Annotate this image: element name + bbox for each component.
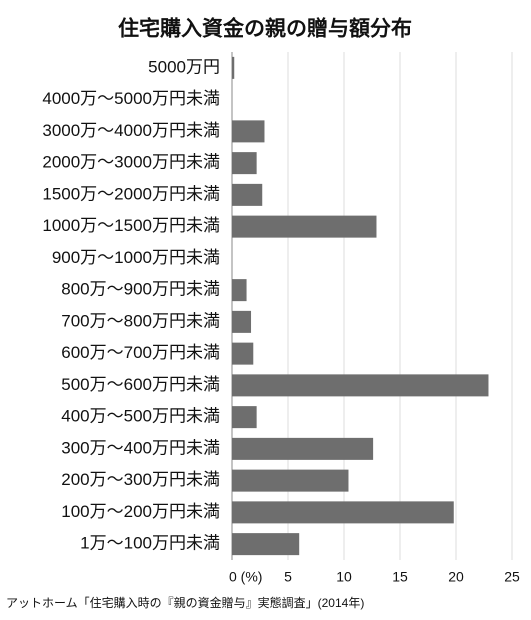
y-tick-label: 900万～1000万円未満 (52, 248, 220, 267)
bar (232, 374, 489, 397)
x-tick-label: 10 (336, 569, 352, 585)
x-tick-label: 15 (392, 569, 408, 585)
bar (232, 215, 377, 238)
bar (232, 437, 374, 460)
bar (232, 533, 300, 556)
bar (232, 56, 235, 79)
y-tick-label: 100万～200万円未満 (61, 502, 220, 521)
y-tick-label: 200万～300万円未満 (61, 470, 220, 489)
y-tick-label: 1500万～2000万円未満 (42, 184, 220, 203)
bar (232, 469, 349, 492)
x-tick-label: 20 (448, 569, 464, 585)
y-tick-label: 500万～600万円未満 (61, 375, 220, 394)
x-tick-label: 5 (284, 569, 292, 585)
y-tick-label: 2000万～3000万円未満 (42, 153, 220, 172)
y-tick-label: 300万～400万円未満 (61, 438, 220, 457)
y-tick-label: 400万～500万円未満 (61, 407, 220, 426)
y-tick-label: 700万～800万円未満 (61, 311, 220, 330)
bar (232, 501, 454, 524)
y-tick-label: 1000万～1500万円未満 (42, 216, 220, 235)
bar (232, 183, 263, 206)
y-tick-label: 1万～100万円未満 (80, 534, 220, 553)
y-tick-label: 800万～900万円未満 (61, 280, 220, 299)
bar (232, 152, 257, 175)
x-tick-label: 0 (%) (229, 569, 262, 585)
bar (232, 406, 257, 429)
source-note: アットホーム「住宅購入時の『親の資金贈与』実態調査」(2014年) (6, 595, 364, 610)
bar (232, 120, 265, 143)
bar (232, 342, 254, 365)
y-tick-label: 600万～700万円未満 (61, 343, 220, 362)
y-tick-label: 5000万円 (148, 57, 220, 76)
bar (232, 279, 247, 302)
x-tick-label: 25 (504, 569, 520, 585)
chart-title: 住宅購入資金の親の贈与額分布 (118, 17, 412, 41)
y-tick-label: 3000万～4000万円未満 (42, 121, 220, 140)
y-tick-label: 4000万～5000万円未満 (42, 89, 220, 108)
bar (232, 310, 252, 333)
